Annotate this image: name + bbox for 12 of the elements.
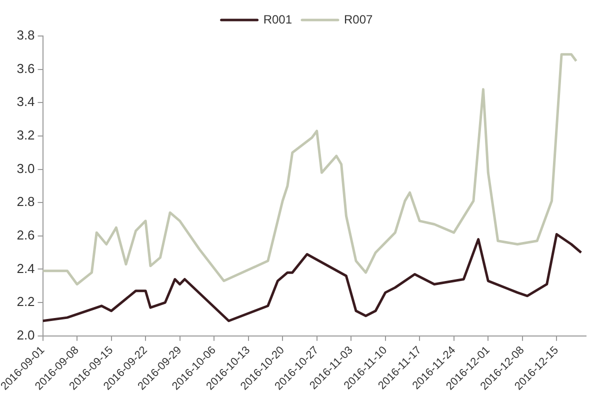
- y-tick-label: 3.8: [16, 28, 35, 43]
- legend-label: R001: [263, 12, 292, 26]
- y-tick-label: 3.4: [16, 94, 35, 110]
- y-tick-label: 2.8: [16, 194, 35, 210]
- y-tick-label: 3.0: [16, 160, 35, 176]
- y-tick-label: 2.2: [16, 294, 35, 310]
- y-tick-label: 2.4: [16, 260, 35, 276]
- y-tick-label: 3.6: [16, 60, 35, 76]
- y-tick-label: 2.0: [16, 327, 35, 342]
- y-tick-label: 2.6: [16, 227, 35, 242]
- y-tick-label: 3.2: [16, 128, 35, 143]
- legend-label: R007: [344, 12, 374, 26]
